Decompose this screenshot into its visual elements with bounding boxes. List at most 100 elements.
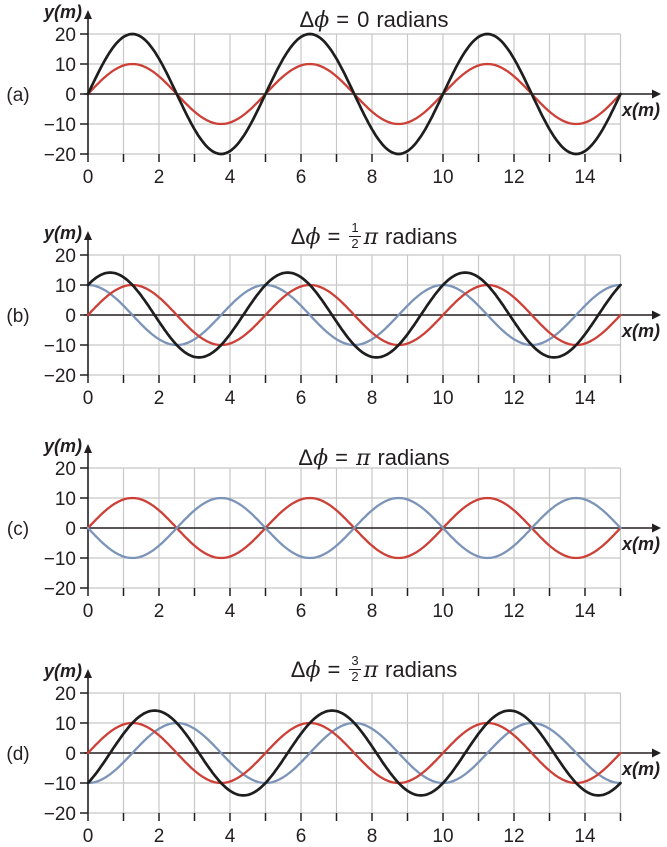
- x-tick-label: 4: [225, 826, 236, 847]
- x-tick-label: 12: [503, 826, 524, 847]
- y-axis-label: y(m): [43, 436, 82, 456]
- x-tick-label: 10: [432, 388, 453, 409]
- title-delta: Δ: [299, 7, 315, 32]
- y-axis-label: y(m): [43, 223, 82, 243]
- wave-black: [86, 709, 622, 797]
- y-tick-label: 10: [55, 489, 76, 510]
- fraction-numerator: 3: [349, 652, 361, 670]
- title-value: 0: [357, 7, 370, 32]
- wave-red: [86, 721, 622, 785]
- panel-letter: (a): [6, 85, 29, 106]
- y-tick-label: 20: [55, 684, 76, 705]
- tick-marks: [80, 254, 622, 383]
- fraction-denominator: 2: [351, 668, 359, 684]
- x-tick-label: 10: [432, 601, 453, 622]
- title-suffix: radians: [385, 224, 458, 249]
- wave-black: [86, 271, 622, 359]
- y-tick-label: 20: [55, 25, 76, 46]
- panel-letter: (c): [7, 519, 29, 540]
- y-tick-label: −20: [44, 804, 76, 825]
- y-tick-label: 0: [65, 85, 76, 106]
- x-tick-label: 0: [83, 167, 94, 188]
- tick-marks: [80, 33, 622, 162]
- x-tick-label: 2: [154, 826, 165, 847]
- x-tick-label: 14: [574, 826, 596, 847]
- x-tick-label: 4: [225, 167, 236, 188]
- x-tick-label: 14: [574, 388, 596, 409]
- title-phi: ϕ: [314, 7, 330, 33]
- title-phi: ϕ: [305, 657, 321, 683]
- title-suffix: radians: [385, 657, 458, 682]
- title-equals: =: [327, 657, 341, 682]
- title-value: π: [363, 224, 379, 250]
- wave-red: [86, 283, 622, 347]
- x-axis-label: x(m): [621, 100, 660, 120]
- title-delta: Δ: [290, 657, 306, 682]
- y-tick-label: −10: [44, 336, 76, 357]
- x-tick-label: 14: [574, 601, 596, 622]
- title-suffix: radians: [377, 445, 450, 470]
- x-tick-label: 6: [296, 601, 307, 622]
- y-axis-label: y(m): [43, 661, 82, 681]
- title-equals: =: [335, 445, 348, 470]
- y-axis-arrowhead: [84, 444, 92, 453]
- x-axis-arrowhead: [652, 310, 661, 320]
- x-tick-label: 0: [83, 388, 94, 409]
- title-delta: Δ: [298, 445, 314, 470]
- x-tick-label: 8: [367, 167, 378, 188]
- y-tick-label: −20: [44, 366, 76, 387]
- y-tick-label: −10: [44, 115, 76, 136]
- panel-letter: (b): [6, 306, 29, 327]
- title-delta: Δ: [290, 224, 306, 249]
- y-tick-label: 0: [65, 744, 76, 765]
- y-tick-label: −20: [44, 579, 76, 600]
- x-tick-label: 12: [503, 601, 524, 622]
- x-tick-label: 14: [574, 167, 596, 188]
- x-tick-label: 8: [367, 388, 378, 409]
- title-phi: ϕ: [313, 445, 329, 471]
- y-axis-arrowhead: [84, 231, 92, 240]
- fraction-numerator: 1: [349, 219, 361, 237]
- wave-blue: [86, 496, 622, 560]
- x-axis-arrowhead: [652, 89, 661, 99]
- y-axis-label: y(m): [43, 2, 82, 22]
- y-tick-label: −10: [44, 774, 76, 795]
- y-axis-arrowhead: [84, 669, 92, 678]
- x-tick-label: 6: [296, 388, 307, 409]
- y-tick-label: 10: [55, 276, 76, 297]
- y-axis-arrowhead: [84, 10, 92, 19]
- title-value: π: [355, 445, 371, 471]
- x-tick-label: 12: [503, 167, 524, 188]
- panel-letter: (d): [6, 744, 29, 765]
- x-tick-label: 0: [83, 601, 94, 622]
- fraction-denominator: 2: [351, 235, 359, 251]
- x-tick-label: 10: [432, 826, 453, 847]
- y-tick-label: 20: [55, 246, 76, 267]
- y-tick-label: 20: [55, 459, 76, 480]
- x-axis-label: x(m): [621, 534, 660, 554]
- y-tick-label: 0: [65, 306, 76, 327]
- y-tick-label: 10: [55, 55, 76, 76]
- x-tick-label: 4: [225, 601, 236, 622]
- x-axis-label: x(m): [621, 759, 660, 779]
- wave-black: [86, 32, 622, 156]
- x-tick-label: 8: [367, 826, 378, 847]
- x-tick-label: 12: [503, 388, 524, 409]
- title-equals: =: [336, 7, 350, 32]
- x-tick-label: 10: [432, 167, 453, 188]
- x-axis-arrowhead: [652, 523, 661, 533]
- x-tick-label: 4: [225, 388, 236, 409]
- title-equals: =: [327, 224, 341, 249]
- title-phi: ϕ: [305, 224, 321, 250]
- plot-d: 20 10 0 −10 −20 0 2 4 6 8 10 12 14 y(m) x(m) (d): [6, 661, 661, 847]
- x-tick-label: 6: [296, 826, 307, 847]
- x-axis-arrowhead: [652, 748, 661, 758]
